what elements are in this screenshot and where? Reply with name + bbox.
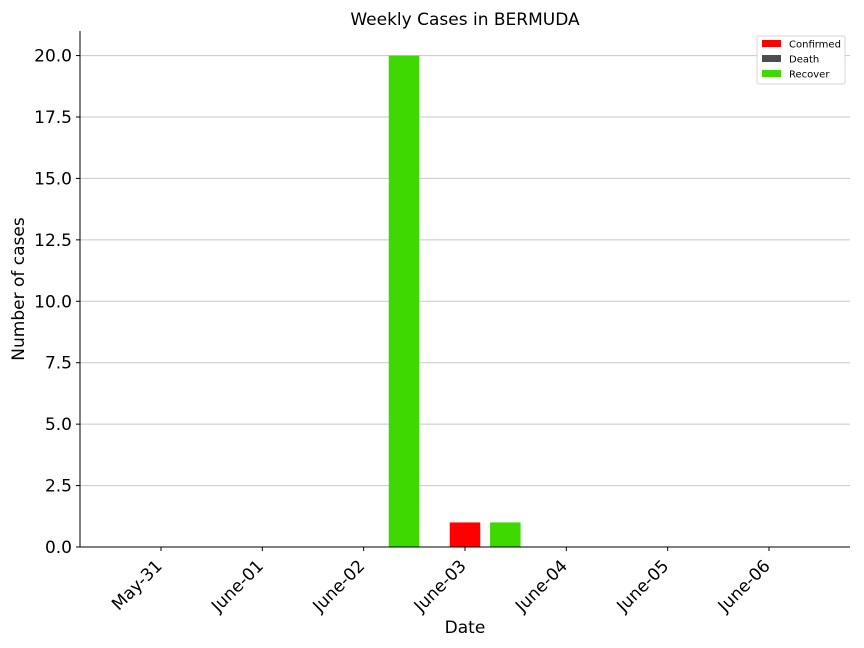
bars-layer (388, 55, 521, 547)
legend-swatch (762, 70, 781, 77)
legend: Confirmed Death Recover (756, 35, 846, 85)
axes-layer (79, 31, 850, 548)
legend-swatch (762, 40, 781, 47)
bar-recover-june-03 (388, 55, 420, 547)
y-tick-label: 15.0 (34, 169, 72, 189)
y-axis-label: Number of cases (9, 217, 29, 361)
legend-label: Recover (789, 70, 830, 81)
bar-recover-june-04 (490, 522, 521, 547)
legend-label: Death (789, 55, 819, 66)
x-tick-label: June-03 (410, 556, 471, 617)
x-axis-label: Date (445, 618, 486, 638)
y-ticks: 0.0 2.5 5.0 7.5 10.0 12.5 15.0 17.5 20.0 (34, 47, 80, 558)
grid-layer (80, 55, 850, 487)
y-tick-label: 10.0 (34, 292, 72, 312)
y-tick-label: 7.5 (45, 354, 72, 374)
x-tick-label: June-05 (613, 556, 674, 617)
x-tick-label: May-31 (108, 556, 166, 614)
legend-label: Confirmed (789, 40, 841, 51)
x-tick-label: June-04 (511, 556, 572, 617)
y-tick-label: 12.5 (34, 231, 72, 251)
x-tick-label: June-06 (714, 556, 775, 617)
y-tick-label: 2.5 (45, 477, 72, 497)
chart-title: Weekly Cases in BERMUDA (350, 10, 580, 30)
bar-confirmed-june-03 (449, 522, 481, 547)
x-tick-label: June-02 (309, 556, 370, 617)
x-ticks: May-31 June-01 June-02 June-03 June-04 June-0… (108, 547, 775, 617)
y-tick-label: 0.0 (45, 538, 72, 558)
y-tick-label: 17.5 (34, 108, 72, 128)
x-tick-label: June-01 (207, 556, 268, 617)
legend-swatch (762, 55, 781, 62)
y-tick-label: 5.0 (45, 415, 72, 435)
y-tick-label: 20.0 (34, 47, 72, 67)
